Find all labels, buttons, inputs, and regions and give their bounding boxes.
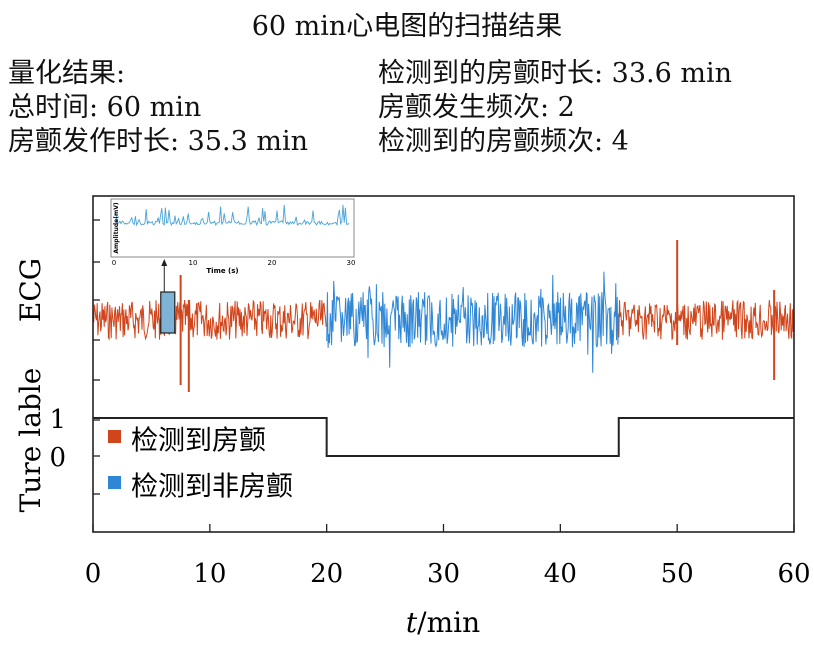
x-axis-label: t/min — [406, 606, 480, 639]
legend-swatch — [108, 430, 121, 443]
inset-ecg-trace — [114, 204, 350, 227]
x-tick-label: 10 — [193, 559, 226, 589]
inset-x-tick-label: 20 — [268, 259, 277, 267]
inset-x-tick-label: 10 — [189, 259, 198, 267]
legend-label: 检测到非房颤 — [131, 472, 293, 503]
page-title: 60 min心电图的扫描结果 — [251, 11, 563, 42]
summary-af-duration: 房颤发作时长: 35.3 min — [8, 126, 309, 157]
x-tick-label: 0 — [85, 559, 102, 589]
inset-frame — [110, 198, 355, 258]
inset-layer: 0 10 20 30 Time (s) Amplitude(mV) — [110, 198, 356, 275]
ecg-window-marker — [160, 291, 176, 334]
true-label-step-line — [93, 417, 794, 457]
ecg-segment-2 — [618, 299, 794, 340]
summary-right: 检测到的房颤时长: 33.6 min 房颤发生频次: 2 检测到的房颤频次: 4 — [378, 57, 732, 159]
panel-label-true-label: Ture lable — [14, 368, 47, 513]
legend-swatch — [108, 476, 121, 489]
summary-af-count: 房颤发生频次: 2 — [378, 92, 575, 123]
inset-link-arrow — [161, 259, 168, 266]
legend-label: 检测到房颤 — [131, 426, 266, 457]
y-tick-label: 1 — [49, 405, 66, 435]
x-tick-label: 60 — [777, 559, 810, 589]
x-tick-label: 50 — [661, 559, 694, 589]
inset-x-tick-label: 0 — [112, 259, 116, 267]
panel-label-ecg: ECG — [14, 258, 47, 322]
inset-x-axis-label: Time (s) — [206, 267, 238, 275]
x-tick-label: 40 — [544, 559, 577, 589]
x-tick-label: 20 — [310, 559, 343, 589]
summary-heading: 量化结果: — [8, 58, 126, 89]
summary-left: 量化结果: 总时间: 60 min 房颤发作时长: 35.3 min — [8, 57, 308, 159]
ecg-trace-layer — [93, 240, 794, 392]
summary-detected-af-duration: 检测到的房颤时长: 33.6 min — [378, 58, 733, 89]
inset-y-axis-label: Amplitude(mV) — [113, 202, 120, 253]
summary-detected-af-count: 检测到的房颤频次: 4 — [378, 126, 629, 157]
y-tick-label: 0 — [49, 443, 66, 473]
x-tick-label: 30 — [427, 559, 460, 589]
summary-total-time: 总时间: 60 min — [8, 92, 202, 123]
ecg-segment-0 — [93, 299, 327, 341]
ecg-segment-1 — [326, 271, 620, 373]
inset-x-tick-label: 30 — [347, 259, 356, 267]
true-label-layer — [93, 417, 794, 457]
